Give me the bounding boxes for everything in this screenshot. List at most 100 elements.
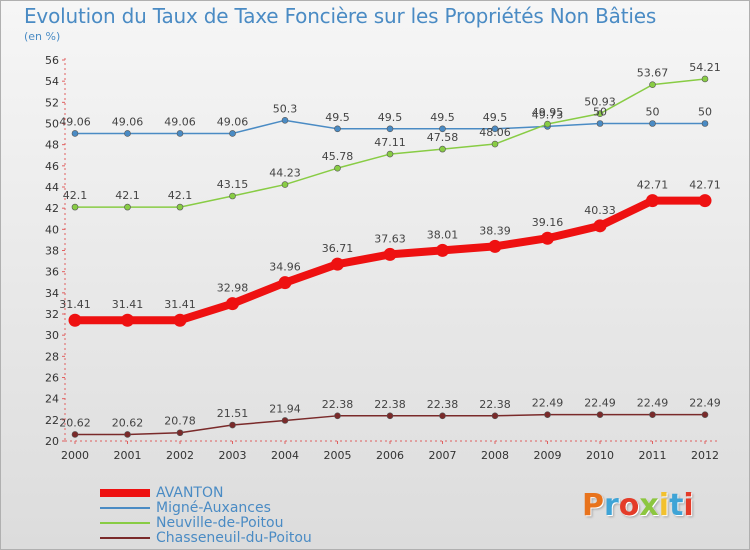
data-point: [439, 145, 446, 153]
x-tick-label: 2000: [61, 449, 89, 462]
data-label: 49.06: [217, 115, 249, 128]
y-tick-label: 46: [45, 160, 59, 173]
logo-letter: i: [658, 488, 670, 523]
data-point: [229, 130, 236, 137]
legend-swatch: [100, 537, 150, 539]
data-label: 49.5: [430, 111, 455, 124]
series-labels-3: 20.62 20.62 20.78 21.51 21.94 22.38 22.38 22.38…: [59, 397, 721, 430]
data-label: 53.67: [637, 67, 669, 80]
series-labels-1: 49.06 49.06 49.06 49.06 50.3 49.5 49.5 49.5 49.5…: [59, 102, 712, 128]
data-point: [383, 247, 397, 261]
y-tick-label: 44: [45, 181, 59, 194]
data-point: [334, 164, 341, 172]
data-point: [649, 120, 656, 127]
data-point: [593, 219, 607, 233]
data-label: 47.58: [427, 131, 459, 144]
logo-letter: o: [618, 488, 640, 523]
data-point: [491, 140, 499, 148]
data-label: 44.23: [269, 167, 301, 180]
data-label: 20.78: [164, 415, 196, 428]
data-label: 42.71: [637, 179, 669, 192]
data-label: 21.51: [217, 407, 249, 420]
data-label: 31.41: [164, 298, 196, 311]
data-point: [541, 231, 554, 245]
x-tick-label: 2003: [219, 449, 247, 462]
data-point: [491, 412, 499, 420]
data-point: [124, 431, 131, 438]
data-label: 47.11: [374, 136, 406, 149]
logo-letter: t: [669, 488, 684, 523]
data-label: 21.94: [269, 402, 301, 415]
data-label: 22.49: [689, 397, 721, 410]
data-label: 20.62: [112, 416, 144, 429]
y-tick-label: 56: [45, 54, 59, 67]
data-point: [331, 257, 344, 271]
proxiti-logo: Proxiti: [582, 488, 694, 523]
logo-letter: x: [639, 488, 659, 523]
data-label: 42.1: [115, 189, 140, 202]
data-point: [439, 125, 446, 133]
data-point: [701, 120, 709, 127]
y-tick-label: 38: [45, 245, 59, 258]
logo-letter: i: [683, 488, 694, 523]
x-tick-label: 2010: [586, 449, 614, 462]
data-point: [229, 192, 236, 200]
data-point: [71, 203, 79, 211]
data-label: 50: [698, 106, 712, 119]
data-point: [124, 203, 131, 211]
data-label: 39.16: [532, 216, 564, 229]
data-label: 49.95: [532, 106, 564, 119]
data-label: 48.06: [479, 126, 511, 139]
x-tick-label: 2002: [166, 449, 194, 462]
data-label: 49.73: [532, 108, 564, 121]
y-tick-label: 52: [45, 96, 59, 109]
data-point: [649, 411, 656, 418]
data-point: [121, 313, 134, 327]
data-label: 50.93: [584, 96, 616, 109]
data-point: [596, 411, 604, 418]
data-point: [176, 203, 184, 211]
data-point: [176, 130, 184, 137]
data-label: 37.63: [374, 232, 406, 245]
data-label: 54.21: [689, 61, 721, 74]
series-0: [68, 194, 712, 327]
data-point: [701, 411, 709, 418]
data-label: 36.71: [322, 242, 354, 255]
data-label: 20.62: [59, 416, 91, 429]
x-tick-label: 2001: [114, 449, 142, 462]
data-label: 49.06: [59, 115, 91, 128]
data-point: [488, 239, 502, 253]
x-tick-label: 2007: [429, 449, 457, 462]
data-point: [646, 194, 659, 208]
data-label: 50.3: [273, 102, 298, 115]
data-label: 42.71: [689, 179, 721, 192]
legend-label: Neuville-de-Poitou: [156, 515, 284, 531]
y-tick-label: 20: [45, 435, 59, 448]
y-tick-label: 28: [45, 350, 59, 363]
legend-swatch: [100, 522, 150, 524]
data-label: 32.98: [217, 282, 249, 295]
data-point: [124, 130, 131, 137]
logo-letter: P: [582, 488, 604, 523]
legend-label: Chasseneuil-du-Poitou: [156, 530, 312, 546]
data-label: 31.41: [59, 298, 91, 311]
data-label: 22.49: [584, 397, 616, 410]
data-label: 49.06: [112, 115, 144, 128]
y-tick-label: 32: [45, 308, 59, 321]
data-point: [544, 411, 551, 418]
y-tick-label: 54: [45, 75, 59, 88]
data-point: [334, 125, 341, 133]
legend-label: Migné-Auxances: [156, 500, 271, 516]
x-tick-label: 2008: [481, 449, 509, 462]
series-1: [71, 117, 709, 137]
data-point: [71, 431, 79, 438]
data-label: 34.96: [269, 261, 301, 274]
data-point: [386, 125, 394, 133]
data-label: 42.1: [168, 189, 193, 202]
data-point: [281, 117, 289, 124]
data-point: [229, 421, 236, 429]
data-label: 22.38: [322, 398, 354, 411]
y-tick-label: 50: [45, 118, 59, 131]
